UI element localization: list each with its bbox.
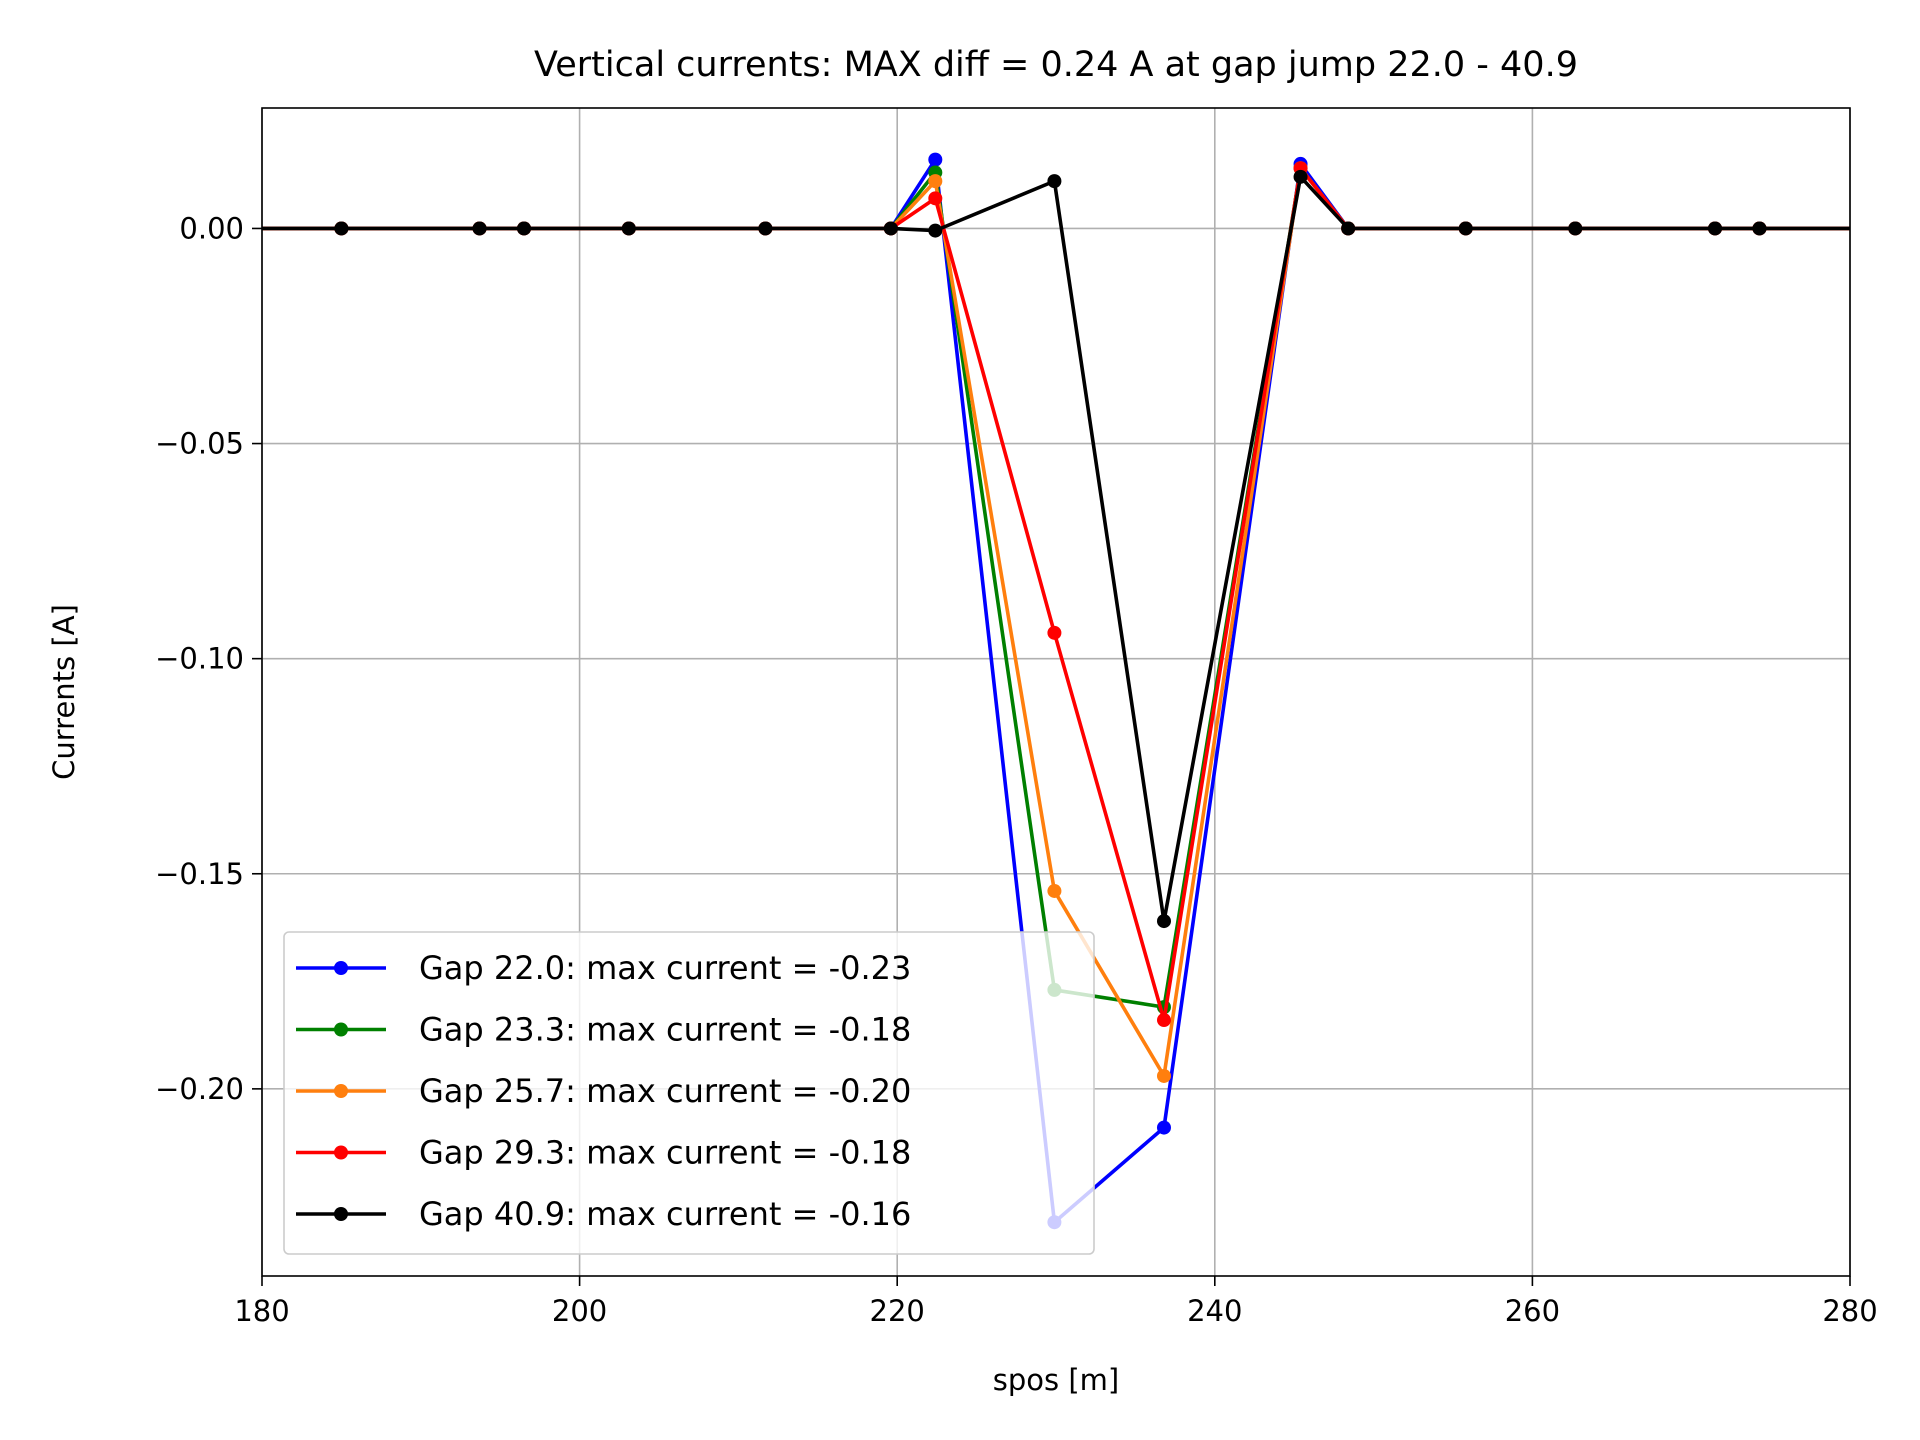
data-point <box>883 221 898 236</box>
data-point <box>1047 883 1062 898</box>
data-point <box>334 221 349 236</box>
y-tick-label: −0.10 <box>155 642 244 676</box>
x-tick-label: 280 <box>1822 1294 1877 1328</box>
y-tick-label: −0.15 <box>155 857 244 891</box>
legend-label: Gap 23.3: max current = -0.18 <box>419 1011 911 1049</box>
data-point <box>621 221 636 236</box>
data-point <box>472 221 487 236</box>
data-point <box>1156 1120 1171 1135</box>
x-tick-label: 180 <box>234 1294 289 1328</box>
axis-ticks: 180 200 220 240 260 280 0.00 −0.05 −0.10 −0.15 −0.… <box>155 211 1878 1328</box>
legend-item: Gap 22.0: max current = -0.23 <box>296 949 911 987</box>
data-point <box>1293 169 1308 184</box>
chart-title: Vertical currents: MAX diff = 0.24 A at … <box>534 45 1578 85</box>
legend-label: Gap 40.9: max current = -0.16 <box>419 1195 911 1233</box>
data-point <box>1156 1013 1171 1028</box>
legend-swatch-marker <box>334 1207 348 1221</box>
data-point <box>517 221 532 236</box>
legend-item: Gap 29.3: max current = -0.18 <box>296 1134 911 1172</box>
data-point <box>1752 221 1767 236</box>
y-tick-label: −0.05 <box>155 427 244 461</box>
x-tick-label: 200 <box>552 1294 607 1328</box>
series-layer <box>262 152 1850 1230</box>
data-point <box>1341 221 1356 236</box>
data-point <box>1047 174 1062 189</box>
legend-swatch-marker <box>334 961 348 975</box>
data-point <box>1156 914 1171 929</box>
data-point <box>1458 221 1473 236</box>
y-axis-label: Currents [A] <box>47 604 81 780</box>
legend-label: Gap 29.3: max current = -0.18 <box>419 1134 911 1172</box>
legend-label: Gap 22.0: max current = -0.23 <box>419 949 911 987</box>
x-tick-label: 220 <box>870 1294 925 1328</box>
legend-swatch-marker <box>334 1084 348 1098</box>
legend-item: Gap 25.7: max current = -0.20 <box>296 1072 911 1110</box>
data-point <box>928 152 943 167</box>
data-point <box>928 191 943 206</box>
legend-item: Gap 23.3: max current = -0.18 <box>296 1011 911 1049</box>
plot-frame <box>261 107 1851 1277</box>
x-tick-label: 260 <box>1505 1294 1560 1328</box>
legend: Gap 22.0: max current = -0.23 Gap 23.3: m… <box>283 931 1095 1255</box>
legend-swatch-marker <box>334 1022 348 1037</box>
y-tick-label: 0.00 <box>179 211 244 245</box>
data-point <box>1156 1068 1171 1083</box>
data-point <box>758 221 773 236</box>
data-point <box>1708 221 1723 236</box>
series-5 <box>262 169 1850 929</box>
data-point <box>928 174 943 189</box>
x-axis-label: spos [m] <box>993 1363 1119 1397</box>
x-tick-label: 240 <box>1187 1294 1242 1328</box>
legend-swatch-marker <box>334 1145 348 1160</box>
data-point <box>1047 625 1062 640</box>
legend-item: Gap 40.9: max current = -0.16 <box>296 1195 911 1233</box>
y-tick-label: −0.20 <box>155 1072 244 1106</box>
data-point <box>928 223 943 238</box>
legend-label: Gap 25.7: max current = -0.20 <box>419 1072 911 1110</box>
data-point <box>1568 221 1583 236</box>
legend-box <box>283 931 1095 1255</box>
